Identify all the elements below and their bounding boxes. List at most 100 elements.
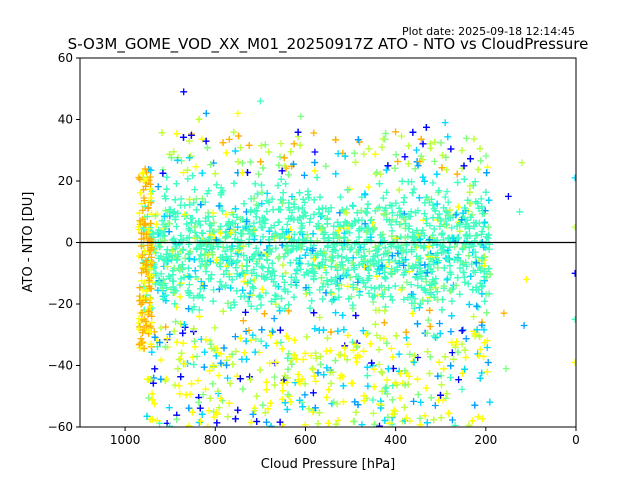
data-point	[214, 410, 221, 418]
data-point	[381, 244, 389, 252]
data-point	[425, 316, 432, 324]
data-point	[207, 340, 215, 348]
data-point	[170, 327, 178, 335]
data-point	[242, 337, 250, 345]
data-point	[458, 340, 466, 348]
data-point	[291, 379, 299, 386]
data-point	[470, 135, 478, 143]
data-point	[146, 284, 154, 292]
data-point	[196, 313, 203, 320]
data-point	[369, 256, 377, 264]
data-point	[401, 234, 409, 241]
data-point	[245, 327, 253, 334]
data-point	[297, 113, 305, 120]
data-point	[406, 350, 414, 358]
data-point	[209, 380, 217, 388]
data-point	[254, 190, 261, 198]
data-point	[424, 195, 432, 203]
data-point	[310, 196, 318, 204]
data-point	[523, 276, 530, 283]
data-point	[288, 193, 296, 200]
data-point	[380, 335, 388, 342]
data-point	[176, 293, 184, 301]
data-point	[382, 130, 389, 137]
data-point	[446, 211, 453, 219]
data-point	[359, 258, 367, 265]
data-point	[405, 160, 412, 168]
data-point	[482, 152, 490, 160]
data-point	[401, 381, 409, 389]
data-point	[430, 416, 438, 424]
data-point	[195, 115, 203, 123]
data-point	[480, 223, 487, 230]
data-point	[240, 252, 248, 259]
data-point	[444, 255, 452, 263]
data-point	[434, 214, 442, 222]
data-point	[173, 416, 181, 423]
data-point	[332, 309, 339, 317]
data-point	[263, 418, 270, 426]
data-point	[227, 229, 235, 237]
data-point	[150, 374, 158, 382]
data-point	[284, 249, 292, 257]
data-point	[202, 110, 210, 117]
data-point	[162, 291, 169, 299]
data-point	[571, 223, 576, 231]
data-point	[518, 159, 526, 166]
data-point	[251, 407, 258, 414]
data-point	[184, 166, 191, 174]
data-point	[194, 377, 202, 384]
scatter-points	[135, 88, 576, 427]
data-point	[228, 351, 236, 358]
data-point	[384, 162, 392, 170]
data-point	[310, 211, 318, 218]
data-point	[232, 415, 239, 423]
data-point	[249, 253, 257, 261]
data-point	[191, 234, 199, 242]
data-point	[280, 154, 288, 162]
data-point	[276, 307, 284, 315]
data-point	[249, 411, 257, 418]
data-point	[271, 373, 278, 381]
data-point	[276, 153, 284, 161]
data-point	[401, 153, 409, 161]
data-point	[190, 199, 198, 207]
data-point	[306, 219, 313, 226]
data-point	[235, 132, 242, 140]
data-point	[277, 196, 285, 204]
data-point	[478, 321, 486, 329]
data-point	[343, 209, 350, 217]
data-point	[462, 335, 470, 343]
data-point	[304, 260, 312, 268]
data-point	[278, 345, 286, 353]
data-point	[193, 206, 200, 214]
data-point	[434, 250, 441, 257]
data-point	[302, 251, 309, 259]
data-point	[461, 273, 468, 281]
data-point	[459, 268, 467, 276]
data-point	[253, 418, 261, 425]
y-tick-label: 20	[58, 174, 73, 188]
data-point	[191, 186, 198, 193]
data-point	[373, 169, 381, 176]
data-point	[306, 289, 314, 296]
data-point	[138, 277, 145, 285]
data-point	[169, 210, 177, 217]
data-point	[476, 333, 483, 341]
data-point	[349, 284, 357, 291]
data-point	[224, 374, 231, 382]
data-point	[312, 349, 319, 357]
data-point	[257, 301, 265, 309]
data-point	[184, 287, 192, 295]
data-point	[436, 320, 443, 327]
data-point	[217, 359, 225, 367]
data-point	[163, 284, 170, 292]
data-point	[206, 220, 214, 228]
data-point	[269, 206, 277, 214]
data-point	[227, 246, 235, 253]
data-point	[483, 344, 491, 351]
data-point	[293, 265, 301, 273]
data-point	[328, 297, 336, 305]
data-point	[278, 167, 286, 175]
data-point	[476, 263, 483, 271]
